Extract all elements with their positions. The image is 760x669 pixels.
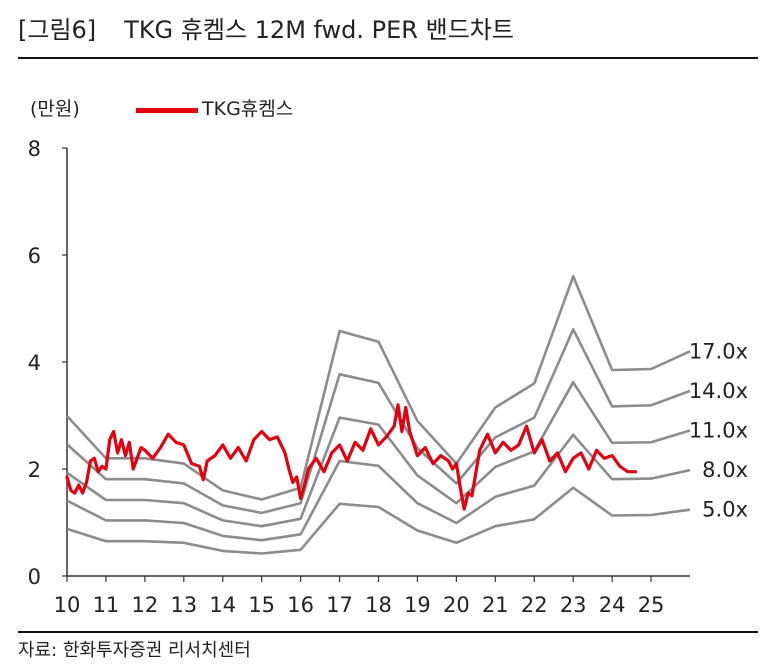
x-tick-label: 11 <box>93 593 120 617</box>
band-line-17.0x <box>66 275 691 501</box>
y-tick-label: 6 <box>28 244 41 268</box>
band-line-14.0x <box>66 328 691 515</box>
bottom-rule <box>18 631 758 633</box>
band-line-8.0x <box>66 433 691 542</box>
y-tick-label: 4 <box>28 351 41 375</box>
x-tick-label: 16 <box>287 593 314 617</box>
top-rule <box>18 57 758 59</box>
y-tick-label: 0 <box>28 565 41 589</box>
y-tick-label: 2 <box>28 458 41 482</box>
x-tick-label: 22 <box>521 593 548 617</box>
x-tick-label: 25 <box>638 593 665 617</box>
x-tick-label: 23 <box>560 593 587 617</box>
x-tick-label: 15 <box>248 593 275 617</box>
x-tick-label: 14 <box>209 593 236 617</box>
figure-label: [그림6] <box>18 16 97 44</box>
x-tick-label: 21 <box>482 593 509 617</box>
band-label-11.0x: 11.0x <box>689 418 748 442</box>
x-tick-label: 17 <box>326 593 353 617</box>
band-line-5.0x <box>66 486 691 555</box>
band-label-17.0x: 17.0x <box>689 339 748 363</box>
band-label-5.0x: 5.0x <box>702 498 748 522</box>
band-label-8.0x: 8.0x <box>702 458 748 482</box>
price-series-line <box>65 403 638 511</box>
band-line-11.0x <box>66 380 691 528</box>
x-tick-label: 19 <box>404 593 431 617</box>
legend-label-price: TKG휴켐스 <box>202 98 294 120</box>
x-tick-label: 20 <box>443 593 470 617</box>
chart-title-row: [그림6] TKG 휴켐스 12M fwd. PER 밴드차트 <box>18 12 758 52</box>
x-tick-label: 10 <box>54 593 81 617</box>
y-tick-label: 8 <box>28 137 41 161</box>
y-unit-label: (만원) <box>30 98 80 120</box>
chart-title: TKG 휴켐스 12M fwd. PER 밴드차트 <box>124 16 514 44</box>
x-tick-label: 18 <box>365 593 392 617</box>
x-tick-label: 24 <box>599 593 626 617</box>
x-tick-label: 12 <box>132 593 159 617</box>
band-label-14.0x: 14.0x <box>689 379 748 403</box>
source-note: 자료: 한화투자증권 리서치센터 <box>18 640 251 661</box>
legend-swatch-price <box>136 108 198 113</box>
x-tick-label: 13 <box>170 593 197 617</box>
